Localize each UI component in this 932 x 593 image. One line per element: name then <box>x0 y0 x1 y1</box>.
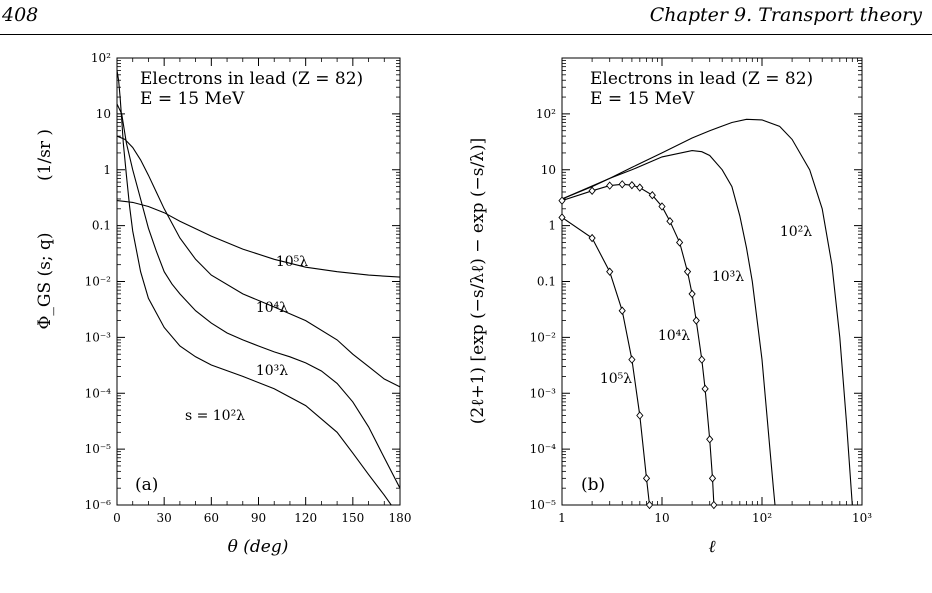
series-label: 10⁴λ <box>658 328 690 344</box>
annotation-material: Electrons in lead (Z = 82) <box>140 69 363 89</box>
y-tick-label: 10⁻³ <box>85 330 112 344</box>
x-tick-label: 10² <box>752 511 772 525</box>
series-line <box>562 217 651 505</box>
data-point <box>606 267 614 276</box>
panel-label: (b) <box>581 475 605 495</box>
x-tick-label: 150 <box>341 511 364 525</box>
data-point <box>628 355 636 364</box>
y-tick-label: 10⁻⁴ <box>85 386 112 400</box>
data-point <box>683 267 692 276</box>
x-axis-label: θ (deg) <box>228 537 289 557</box>
x-tick-label: 10³ <box>852 511 872 525</box>
y-tick-label: 10² <box>536 107 556 121</box>
page-number: 408 <box>2 4 39 26</box>
series-line <box>562 150 776 505</box>
series-label: 10²λ <box>780 224 812 240</box>
x-tick-label: 1 <box>558 511 566 525</box>
panel-label: (a) <box>135 475 158 495</box>
data-point <box>558 196 566 205</box>
x-tick-label: 10 <box>654 511 669 525</box>
data-point <box>636 183 644 192</box>
series-line <box>562 118 853 505</box>
y-axis-unit: (1/sr ) <box>35 129 55 181</box>
header-rule <box>0 34 932 35</box>
x-tick-label: 30 <box>157 511 172 525</box>
series-label: 10⁵λ <box>600 371 632 387</box>
data-point <box>642 474 651 483</box>
y-axis-label: (2ℓ+1) [exp (−s/λℓ) − exp (−s/λ)] <box>468 138 488 425</box>
data-point <box>618 180 626 189</box>
series-line <box>117 70 392 505</box>
data-point <box>618 306 626 315</box>
annotation-energy: E = 15 MeV <box>140 89 245 109</box>
x-tick-label: 0 <box>113 511 121 525</box>
y-tick-label: 0.1 <box>537 275 556 289</box>
series-line <box>117 103 400 489</box>
data-point <box>676 238 684 247</box>
series-label: s = 10²λ <box>185 408 245 424</box>
x-tick-label: 120 <box>294 511 317 525</box>
y-tick-label: 10² <box>91 51 111 65</box>
data-point <box>666 217 674 226</box>
y-tick-label: 10⁻⁶ <box>85 498 112 512</box>
data-point <box>636 411 644 420</box>
data-point <box>698 355 706 364</box>
series-label: 10⁴λ <box>256 300 288 316</box>
x-tick-label: 60 <box>204 511 219 525</box>
y-tick-label: 10⁻² <box>530 330 557 344</box>
data-point <box>645 500 654 510</box>
data-point <box>692 316 700 325</box>
chapter-title: Chapter 9. Transport theory <box>649 4 922 26</box>
data-point <box>706 435 714 444</box>
series-line <box>117 135 400 388</box>
series-line <box>117 200 400 278</box>
data-point <box>708 474 717 483</box>
y-tick-label: 1 <box>103 163 111 177</box>
y-tick-label: 10⁻⁴ <box>530 442 557 456</box>
plot-frame <box>116 57 401 506</box>
y-tick-label: 10⁻⁵ <box>530 498 557 512</box>
y-axis-label: Φ_GS (s; q) <box>35 232 55 329</box>
series-label: 10³λ <box>256 363 288 379</box>
y-tick-label: 10 <box>541 163 556 177</box>
x-axis-label: ℓ <box>708 537 715 557</box>
y-tick-label: 0.1 <box>92 219 111 233</box>
chart-panel-a: 10⁻⁶ 10⁻⁵ 10⁻⁴ 10⁻³ 10⁻² 0.1 1 10 10² 0 30 60 90 120 1… <box>35 51 411 557</box>
annotation-material: Electrons in lead (Z = 82) <box>590 69 813 89</box>
annotation-energy: E = 15 MeV <box>590 89 695 109</box>
y-tick-label: 10⁻³ <box>530 386 557 400</box>
y-tick-label: 10 <box>96 107 111 121</box>
series-label: 10⁵λ <box>276 254 308 270</box>
data-point <box>588 233 596 243</box>
data-point <box>710 500 718 510</box>
y-tick-label: 1 <box>548 219 556 233</box>
data-point <box>588 186 596 195</box>
y-tick-label: 10⁻² <box>85 275 112 289</box>
y-tick-label: 10⁻⁵ <box>85 442 112 456</box>
x-tick-label: 90 <box>251 511 266 525</box>
data-point <box>688 289 696 299</box>
data-point <box>558 213 566 222</box>
series-label: 10³λ <box>712 269 744 285</box>
data-point <box>701 384 709 394</box>
chart-panel-b: 10⁻⁵ 10⁻⁴ 10⁻³ 10⁻² 0.1 1 10 10² 1 10 10² 10³ 10²λ 10… <box>468 57 872 557</box>
x-tick-label: 180 <box>389 511 412 525</box>
data-point <box>658 202 666 211</box>
data-point <box>606 181 614 190</box>
data-point <box>628 180 636 190</box>
data-point <box>648 191 656 200</box>
